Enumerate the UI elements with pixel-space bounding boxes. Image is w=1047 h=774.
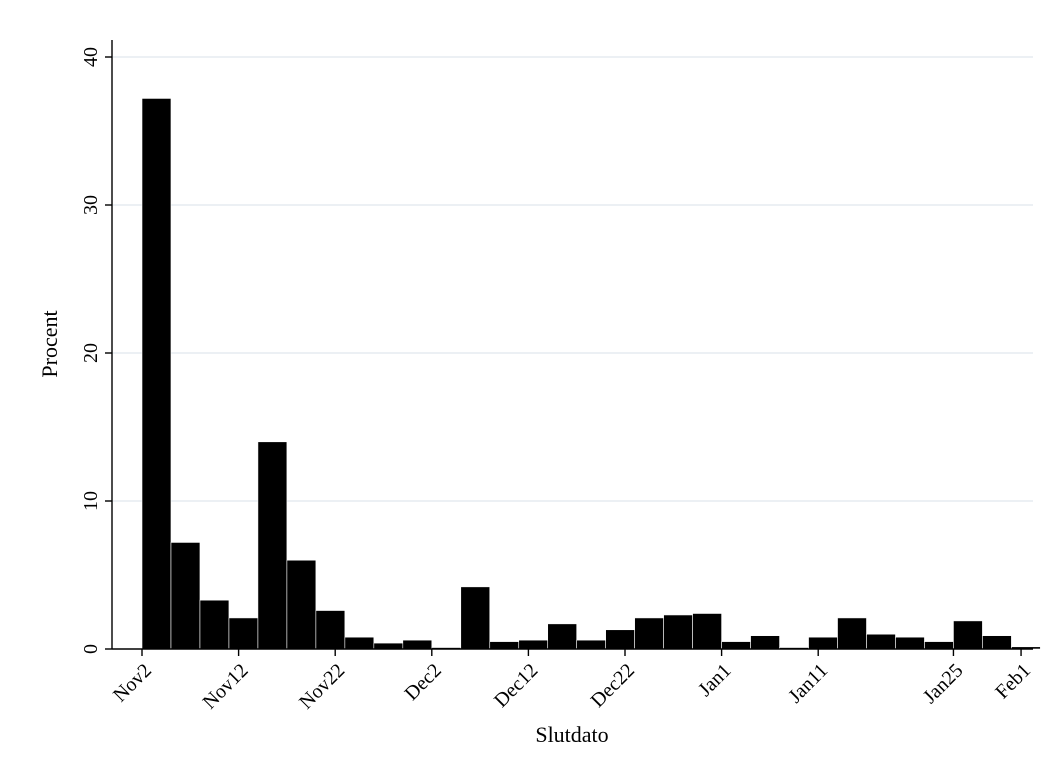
y-axis-title: Procent	[37, 310, 62, 377]
x-axis-title: Slutdato	[535, 722, 608, 747]
y-tick-label-0: 0	[80, 644, 102, 654]
bar-29	[982, 635, 1012, 650]
y-ticks: 0 10 20 30 40	[80, 47, 112, 654]
bar-28	[953, 620, 983, 650]
gridlines	[112, 56, 1033, 502]
y-tick-label-10: 10	[80, 491, 102, 511]
bar-25	[866, 633, 896, 650]
bar-1	[170, 542, 201, 650]
bar-16	[605, 629, 635, 650]
axes	[111, 40, 1033, 650]
bar-6	[315, 610, 346, 650]
y-tick-label-30: 30	[80, 195, 102, 215]
y-tick-label-40: 40	[80, 47, 102, 67]
x-tick-label-Dec12: Dec12	[490, 659, 542, 711]
bar-8	[373, 642, 404, 650]
bar-2	[199, 599, 230, 650]
bars	[141, 98, 1041, 650]
bar-9	[402, 639, 433, 650]
x-tick-label-Jan25: Jan25	[919, 659, 968, 708]
bar-13	[518, 639, 549, 650]
x-tick-label-Feb1: Feb1	[991, 659, 1035, 703]
bar-20	[721, 641, 751, 650]
x-tick-label-Nov12: Nov12	[199, 659, 253, 713]
x-tick-label-Jan1: Jan1	[694, 659, 735, 700]
x-tick-label-Dec22: Dec22	[587, 659, 639, 711]
bar-23	[808, 636, 838, 650]
bar-27	[924, 641, 954, 650]
bar-26	[895, 636, 925, 650]
bar-7	[344, 636, 375, 650]
x-tick-label-Jan11: Jan11	[784, 659, 832, 707]
bar-4	[257, 441, 288, 650]
y-tick-label-20: 20	[80, 343, 102, 363]
x-ticks: Nov2 Nov12 Nov22 Dec2 Dec12 Dec22 Jan1 Jan11 Jan…	[109, 649, 1035, 714]
x-tick-label-Nov22: Nov22	[295, 659, 349, 713]
bar-19	[692, 613, 722, 650]
bar-18	[663, 614, 693, 650]
bar-5	[286, 559, 317, 650]
x-tick-label-Dec2: Dec2	[400, 659, 445, 704]
bar-0	[141, 98, 172, 650]
bar-11	[460, 586, 491, 650]
bar-3	[228, 617, 259, 650]
x-tick-label-Nov2: Nov2	[109, 659, 156, 706]
bar-15	[576, 639, 606, 650]
bar-21	[750, 635, 780, 650]
bar-17	[634, 617, 664, 650]
bar-12	[489, 641, 520, 650]
bar-14	[547, 623, 577, 650]
bar-24	[837, 617, 867, 650]
